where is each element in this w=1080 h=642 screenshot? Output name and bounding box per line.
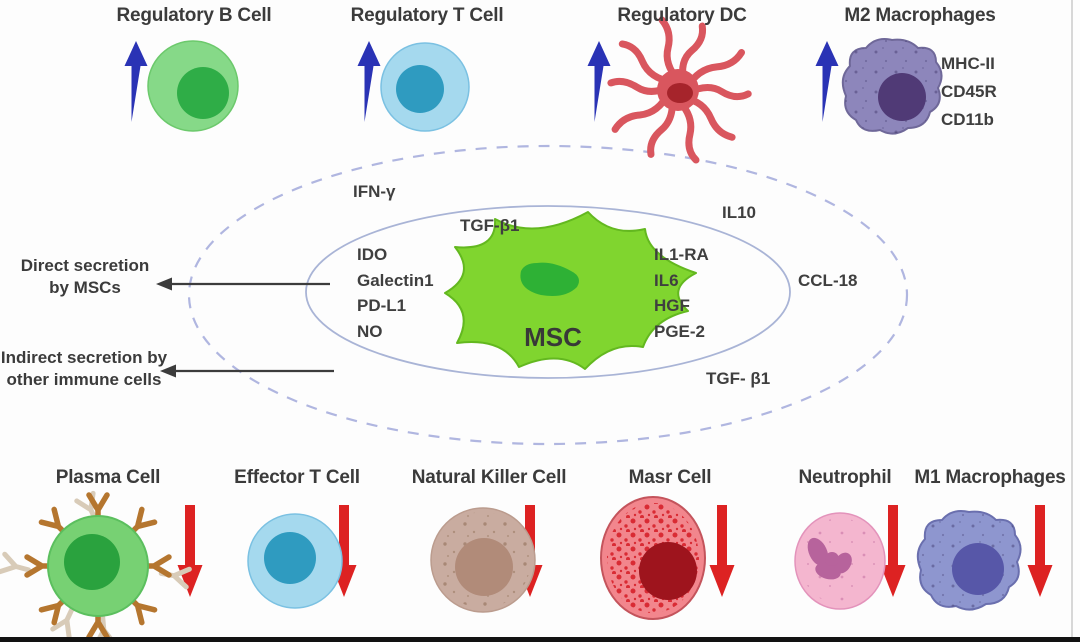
regulatory-dc-cell [607,16,752,164]
indirect-secretion-arrow [160,364,334,378]
regulatory-b-cell [147,40,239,132]
plasma-nucleus [64,534,120,590]
outer-dashed-ellipse [187,144,909,446]
m1-nucleus [952,543,1004,595]
direct-secretion-arrow [156,277,330,291]
label-regulatory-dc: Regulatory DC [617,5,747,26]
regulatory-t-cell [380,42,470,132]
label-regulatory-t-cell: Regulatory T Cell [350,5,504,26]
neutrophil-nucleus [807,537,852,580]
cytokine-il10: IL10 [722,203,757,222]
label-effector-t-cell: Effector T Cell [234,467,360,488]
msc-label: MSC [524,322,582,352]
cytokine-tgf-b1-outer: TGF- β1 [706,369,771,388]
direct-secretion-line1: Direct secretion [20,256,150,275]
up-arrow-icon [815,41,839,122]
factor-ido: IDO [357,245,388,264]
cytokine-ccl-18: CCL-18 [798,271,858,290]
neutrophil-cell [794,512,886,610]
plasma-cell [0,490,192,642]
up-arrow-icon [587,41,611,122]
down-arrow-icon [1027,505,1053,597]
bottom-border-bar [0,637,1080,642]
factor-il6: IL6 [654,270,679,290]
factor-hgf: HGF [654,296,690,315]
factor-pge-2: PGE-2 [654,321,706,341]
factor-pd-l1: PD-L1 [357,296,407,315]
msc-nucleus [520,262,579,296]
marker-mhc-ii: MHC-II [941,54,995,73]
mast-nucleus [639,542,697,600]
label-neutrophil: Neutrophil [798,467,892,488]
direct-secretion-annotation: Direct secretion by MSCs [21,255,150,299]
cytokine-ifn-gamma: IFN-γ [353,182,396,201]
mast-cell [600,496,706,620]
down-arrow-icon [709,505,735,597]
indirect-secretion-line2: other immune cells [6,369,162,389]
direct-factor-list: IDO Galectin1 PD-L1 NO [357,242,434,344]
m2-macrophage-cell [841,38,943,135]
cytokine-tgf-b1-inner: TGF-β1 [460,216,520,235]
marker-cd11b: CD11b [941,110,994,129]
m2-marker-list: MHC-II CD45R CD11b [941,50,997,134]
marker-cd45r: CD45R [941,82,997,101]
label-m1-macrophages: M1 Macrophages [914,467,1066,488]
nk-nucleus [455,538,513,596]
indirect-secretion-annotation: Indirect secretion by other immune cells [1,347,167,391]
dc-nucleus [667,83,693,103]
factor-galectin1: Galectin1 [357,270,434,290]
secreted-factor-list: IL1-RA IL6 HGF PGE-2 [654,242,709,344]
label-natural-killer-cell: Natural Killer Cell [411,467,567,488]
factor-no: NO [357,321,383,341]
down-arrow-icon [880,505,906,597]
indirect-secretion-line1: Indirect secretion by [0,348,168,367]
right-border-line [1071,0,1073,642]
label-m2-macrophages: M2 Macrophages [844,5,996,26]
effector-t-cell [247,513,343,609]
up-arrow-icon [357,41,381,122]
m1-macrophage-cell [916,510,1022,611]
label-regulatory-b-cell: Regulatory B Cell [116,5,272,26]
direct-secretion-line2: by MSCs [49,277,121,297]
factor-il1-ra: IL1-RA [654,245,709,264]
up-arrow-icon [124,41,148,122]
msc-cell [444,211,697,370]
label-mast-cell: Masr Cell [628,467,712,488]
m2-nucleus [878,73,926,121]
label-plasma-cell: Plasma Cell [55,467,161,488]
natural-killer-cell [430,507,536,613]
